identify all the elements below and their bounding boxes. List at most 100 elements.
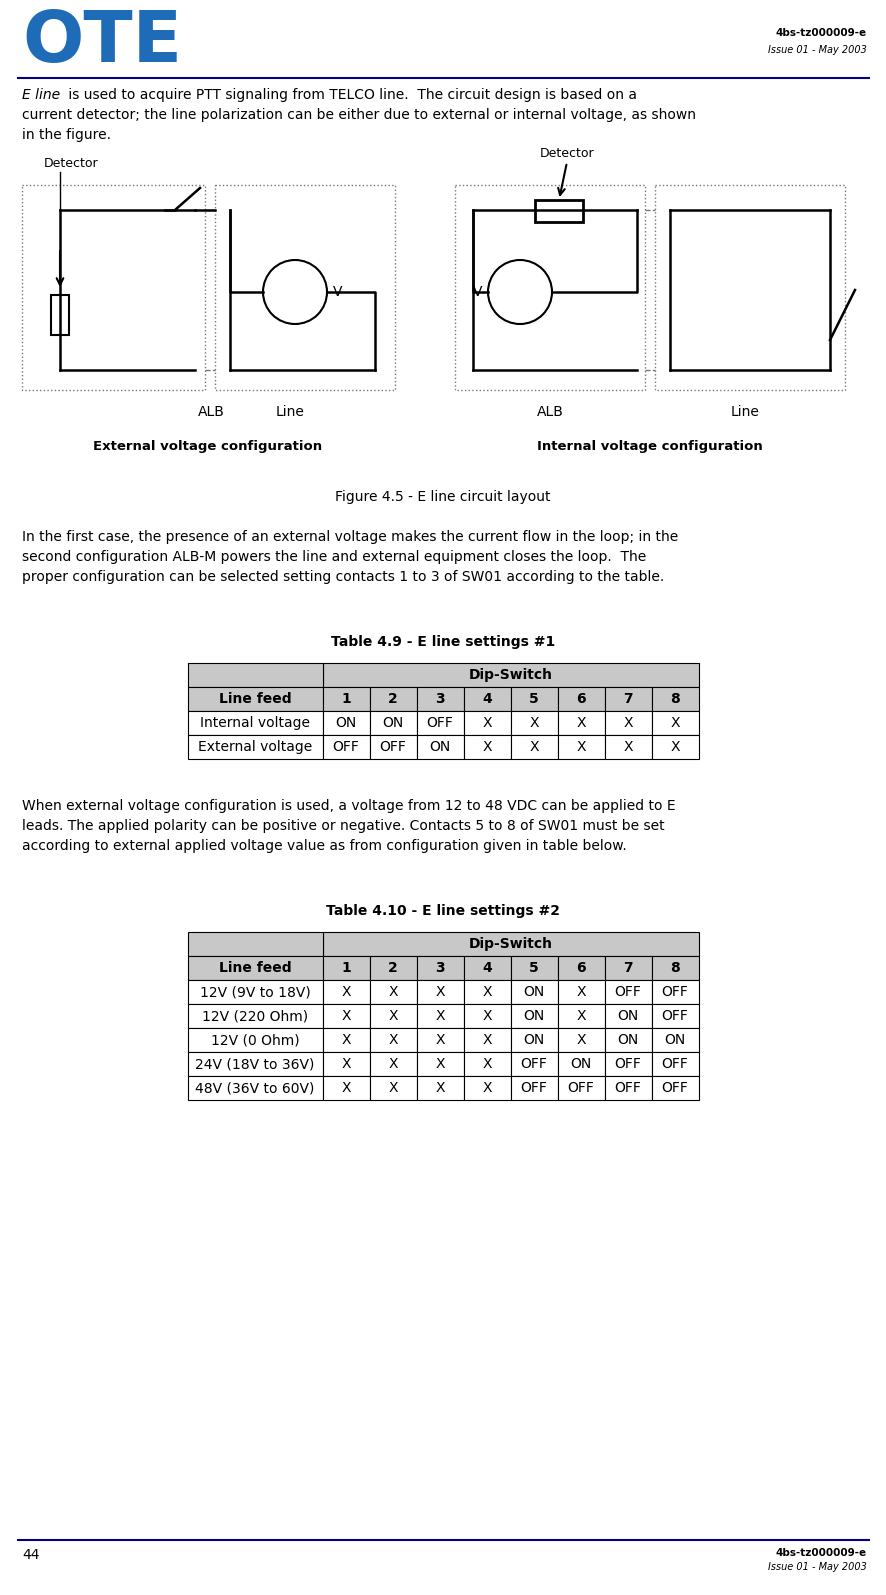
Bar [416,735,463,759]
Text: OFF: OFF [661,1057,688,1070]
Text: Dip-Switch: Dip-Switch [469,936,552,951]
Bar [510,687,557,711]
Text: 24V (18V to 36V): 24V (18V to 36V) [195,1057,315,1070]
Text: X: X [576,986,585,998]
Bar [557,979,604,1003]
Text: OFF: OFF [661,986,688,998]
Text: 48V (36V to 60V): 48V (36V to 60V) [195,1081,315,1096]
Bar [323,735,369,759]
Text: X: X [341,1057,350,1070]
Bar [463,687,510,711]
Text: X: X [341,1034,350,1046]
Text: X: X [670,740,679,754]
Bar [188,979,323,1003]
Text: 7: 7 [623,962,632,975]
Text: OTE: OTE [22,8,182,77]
Bar [416,1003,463,1029]
Bar [604,1003,651,1029]
Text: Line: Line [276,405,304,419]
Text: X: X [670,716,679,731]
Text: current detector; the line polarization can be either due to external or interna: current detector; the line polarization … [22,108,696,121]
Text: X: X [388,986,397,998]
Bar [188,1029,323,1053]
Bar [369,1077,416,1101]
Text: ON: ON [570,1057,591,1070]
Text: X: X [482,1010,491,1022]
Text: X: X [482,986,491,998]
Bar [416,711,463,735]
Text: OFF: OFF [614,986,641,998]
Text: X: X [482,1034,491,1046]
Bar [604,1029,651,1053]
Bar [510,1077,557,1101]
Bar [557,1003,604,1029]
Bar [323,1003,369,1029]
Bar [323,687,369,711]
Bar [416,979,463,1003]
Text: Figure 4.5 - E line circuit layout: Figure 4.5 - E line circuit layout [335,490,550,504]
Bar [188,931,323,955]
Text: 12V (220 Ohm): 12V (220 Ohm) [202,1010,307,1022]
Bar [463,1029,510,1053]
Bar [651,1029,698,1053]
Text: 12V (0 Ohm): 12V (0 Ohm) [211,1034,299,1046]
Text: X: X [482,1057,491,1070]
Bar [510,1053,557,1077]
Bar [651,1053,698,1077]
Text: ON: ON [617,1034,638,1046]
Text: X: X [482,1081,491,1096]
Bar [188,1003,323,1029]
Bar [510,711,557,735]
Bar [323,1077,369,1101]
Text: X: X [435,1010,444,1022]
Bar [557,955,604,979]
Bar [369,687,416,711]
Text: 2: 2 [388,962,398,975]
Bar [369,711,416,735]
Text: 5: 5 [529,962,539,975]
Text: 4: 4 [482,692,492,707]
Bar [323,931,698,955]
Text: In the first case, the presence of an external voltage makes the current flow in: In the first case, the presence of an ex… [22,530,678,544]
Bar [604,955,651,979]
Text: Detector: Detector [44,156,98,171]
Text: OFF: OFF [567,1081,594,1096]
Text: ON: ON [523,1010,544,1022]
Bar [369,735,416,759]
Text: OFF: OFF [520,1081,547,1096]
Bar [463,711,510,735]
Text: X: X [576,740,585,754]
Bar [463,1077,510,1101]
Bar [534,199,582,222]
Text: ALB: ALB [198,405,225,419]
Text: 12V (9V to 18V): 12V (9V to 18V) [199,986,310,998]
Text: X: X [435,986,444,998]
Bar [651,711,698,735]
Bar [463,735,510,759]
Text: X: X [341,1081,350,1096]
Text: Dip-Switch: Dip-Switch [469,668,552,683]
Text: ALB: ALB [536,405,563,419]
Text: X: X [623,740,632,754]
Bar [510,1003,557,1029]
Text: X: X [388,1057,397,1070]
Bar [510,1029,557,1053]
Bar [604,1053,651,1077]
Text: Table 4.9 - E line settings #1: Table 4.9 - E line settings #1 [330,635,555,649]
Bar [463,955,510,979]
Bar [463,979,510,1003]
Bar [651,735,698,759]
Text: 4: 4 [482,962,492,975]
Bar [369,1029,416,1053]
Text: X: X [388,1081,397,1096]
Text: Issue 01 - May 2003: Issue 01 - May 2003 [767,45,866,54]
Bar [604,735,651,759]
Bar [369,979,416,1003]
Text: OFF: OFF [661,1081,688,1096]
Bar [604,711,651,735]
Text: V: V [472,286,481,298]
Bar [604,1077,651,1101]
Text: 3: 3 [435,962,444,975]
Text: leads. The applied polarity can be positive or negative. Contacts 5 to 8 of SW01: leads. The applied polarity can be posit… [22,818,664,833]
Text: Internal voltage configuration: Internal voltage configuration [537,440,762,453]
